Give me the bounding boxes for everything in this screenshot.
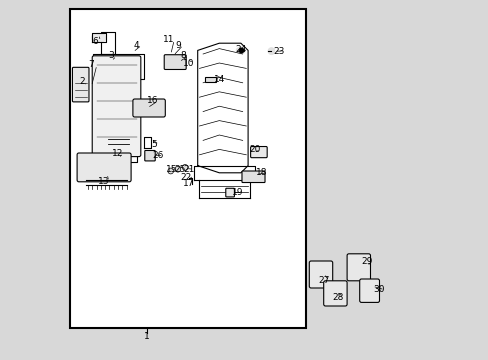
- Text: 1: 1: [144, 332, 150, 341]
- Text: 27: 27: [317, 276, 329, 285]
- Text: 25: 25: [174, 165, 185, 174]
- Text: 26: 26: [152, 152, 163, 161]
- FancyBboxPatch shape: [164, 55, 186, 69]
- Text: 10: 10: [183, 59, 194, 68]
- FancyBboxPatch shape: [72, 67, 89, 102]
- Circle shape: [167, 168, 173, 174]
- Text: 12: 12: [112, 149, 123, 158]
- Text: 6: 6: [92, 37, 98, 46]
- Text: 18: 18: [256, 168, 267, 177]
- FancyBboxPatch shape: [309, 261, 332, 288]
- Text: 4: 4: [133, 41, 139, 50]
- Text: 8: 8: [180, 51, 186, 60]
- Circle shape: [175, 166, 181, 172]
- Ellipse shape: [91, 33, 106, 42]
- FancyBboxPatch shape: [359, 279, 379, 302]
- Text: 19: 19: [231, 188, 243, 197]
- Text: 13: 13: [98, 177, 109, 186]
- Text: 21: 21: [183, 165, 194, 174]
- FancyBboxPatch shape: [242, 171, 264, 183]
- Text: 3: 3: [108, 51, 114, 60]
- FancyBboxPatch shape: [92, 56, 141, 157]
- Text: 5: 5: [151, 140, 156, 149]
- Ellipse shape: [236, 47, 245, 54]
- Ellipse shape: [268, 48, 274, 54]
- FancyArrow shape: [204, 77, 215, 82]
- Text: 9: 9: [175, 41, 181, 50]
- FancyBboxPatch shape: [70, 9, 305, 328]
- FancyBboxPatch shape: [77, 153, 131, 182]
- Text: 28: 28: [332, 292, 343, 302]
- Text: 22: 22: [180, 173, 191, 182]
- Text: 14: 14: [213, 75, 224, 84]
- Text: 30: 30: [373, 285, 385, 294]
- Circle shape: [182, 165, 187, 170]
- Text: 16: 16: [147, 96, 158, 105]
- Text: 15: 15: [166, 165, 177, 174]
- Text: 7: 7: [88, 60, 94, 69]
- FancyBboxPatch shape: [323, 281, 346, 306]
- Text: 17: 17: [183, 179, 194, 188]
- Text: 20: 20: [249, 145, 261, 154]
- FancyBboxPatch shape: [346, 254, 370, 281]
- Text: 29: 29: [361, 256, 372, 266]
- Text: 11: 11: [163, 35, 174, 44]
- FancyBboxPatch shape: [133, 99, 165, 117]
- FancyBboxPatch shape: [250, 147, 266, 158]
- FancyBboxPatch shape: [225, 188, 234, 197]
- Text: 2: 2: [79, 77, 84, 86]
- Text: 24: 24: [235, 45, 246, 54]
- FancyBboxPatch shape: [144, 150, 155, 161]
- Text: 23: 23: [272, 47, 284, 56]
